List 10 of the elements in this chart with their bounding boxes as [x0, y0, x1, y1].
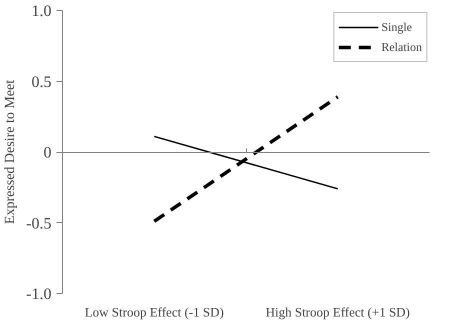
y-axis-title: Expressed Desire to Meet [3, 80, 18, 224]
y-tick-label: 0.5 [32, 74, 52, 91]
legend-label: Single [381, 20, 412, 34]
y-tick-label: -1.0 [26, 286, 52, 303]
y-tick-label: -0.5 [26, 215, 52, 232]
legend-label: Relation [381, 40, 422, 54]
y-tick-label: 0 [44, 144, 52, 162]
x-tick-label: High Stroop Effect (+1 SD) [266, 304, 410, 320]
x-tick-label: Low Stroop Effect (-1 SD) [84, 304, 224, 320]
y-tick-label: 1.0 [32, 3, 52, 20]
